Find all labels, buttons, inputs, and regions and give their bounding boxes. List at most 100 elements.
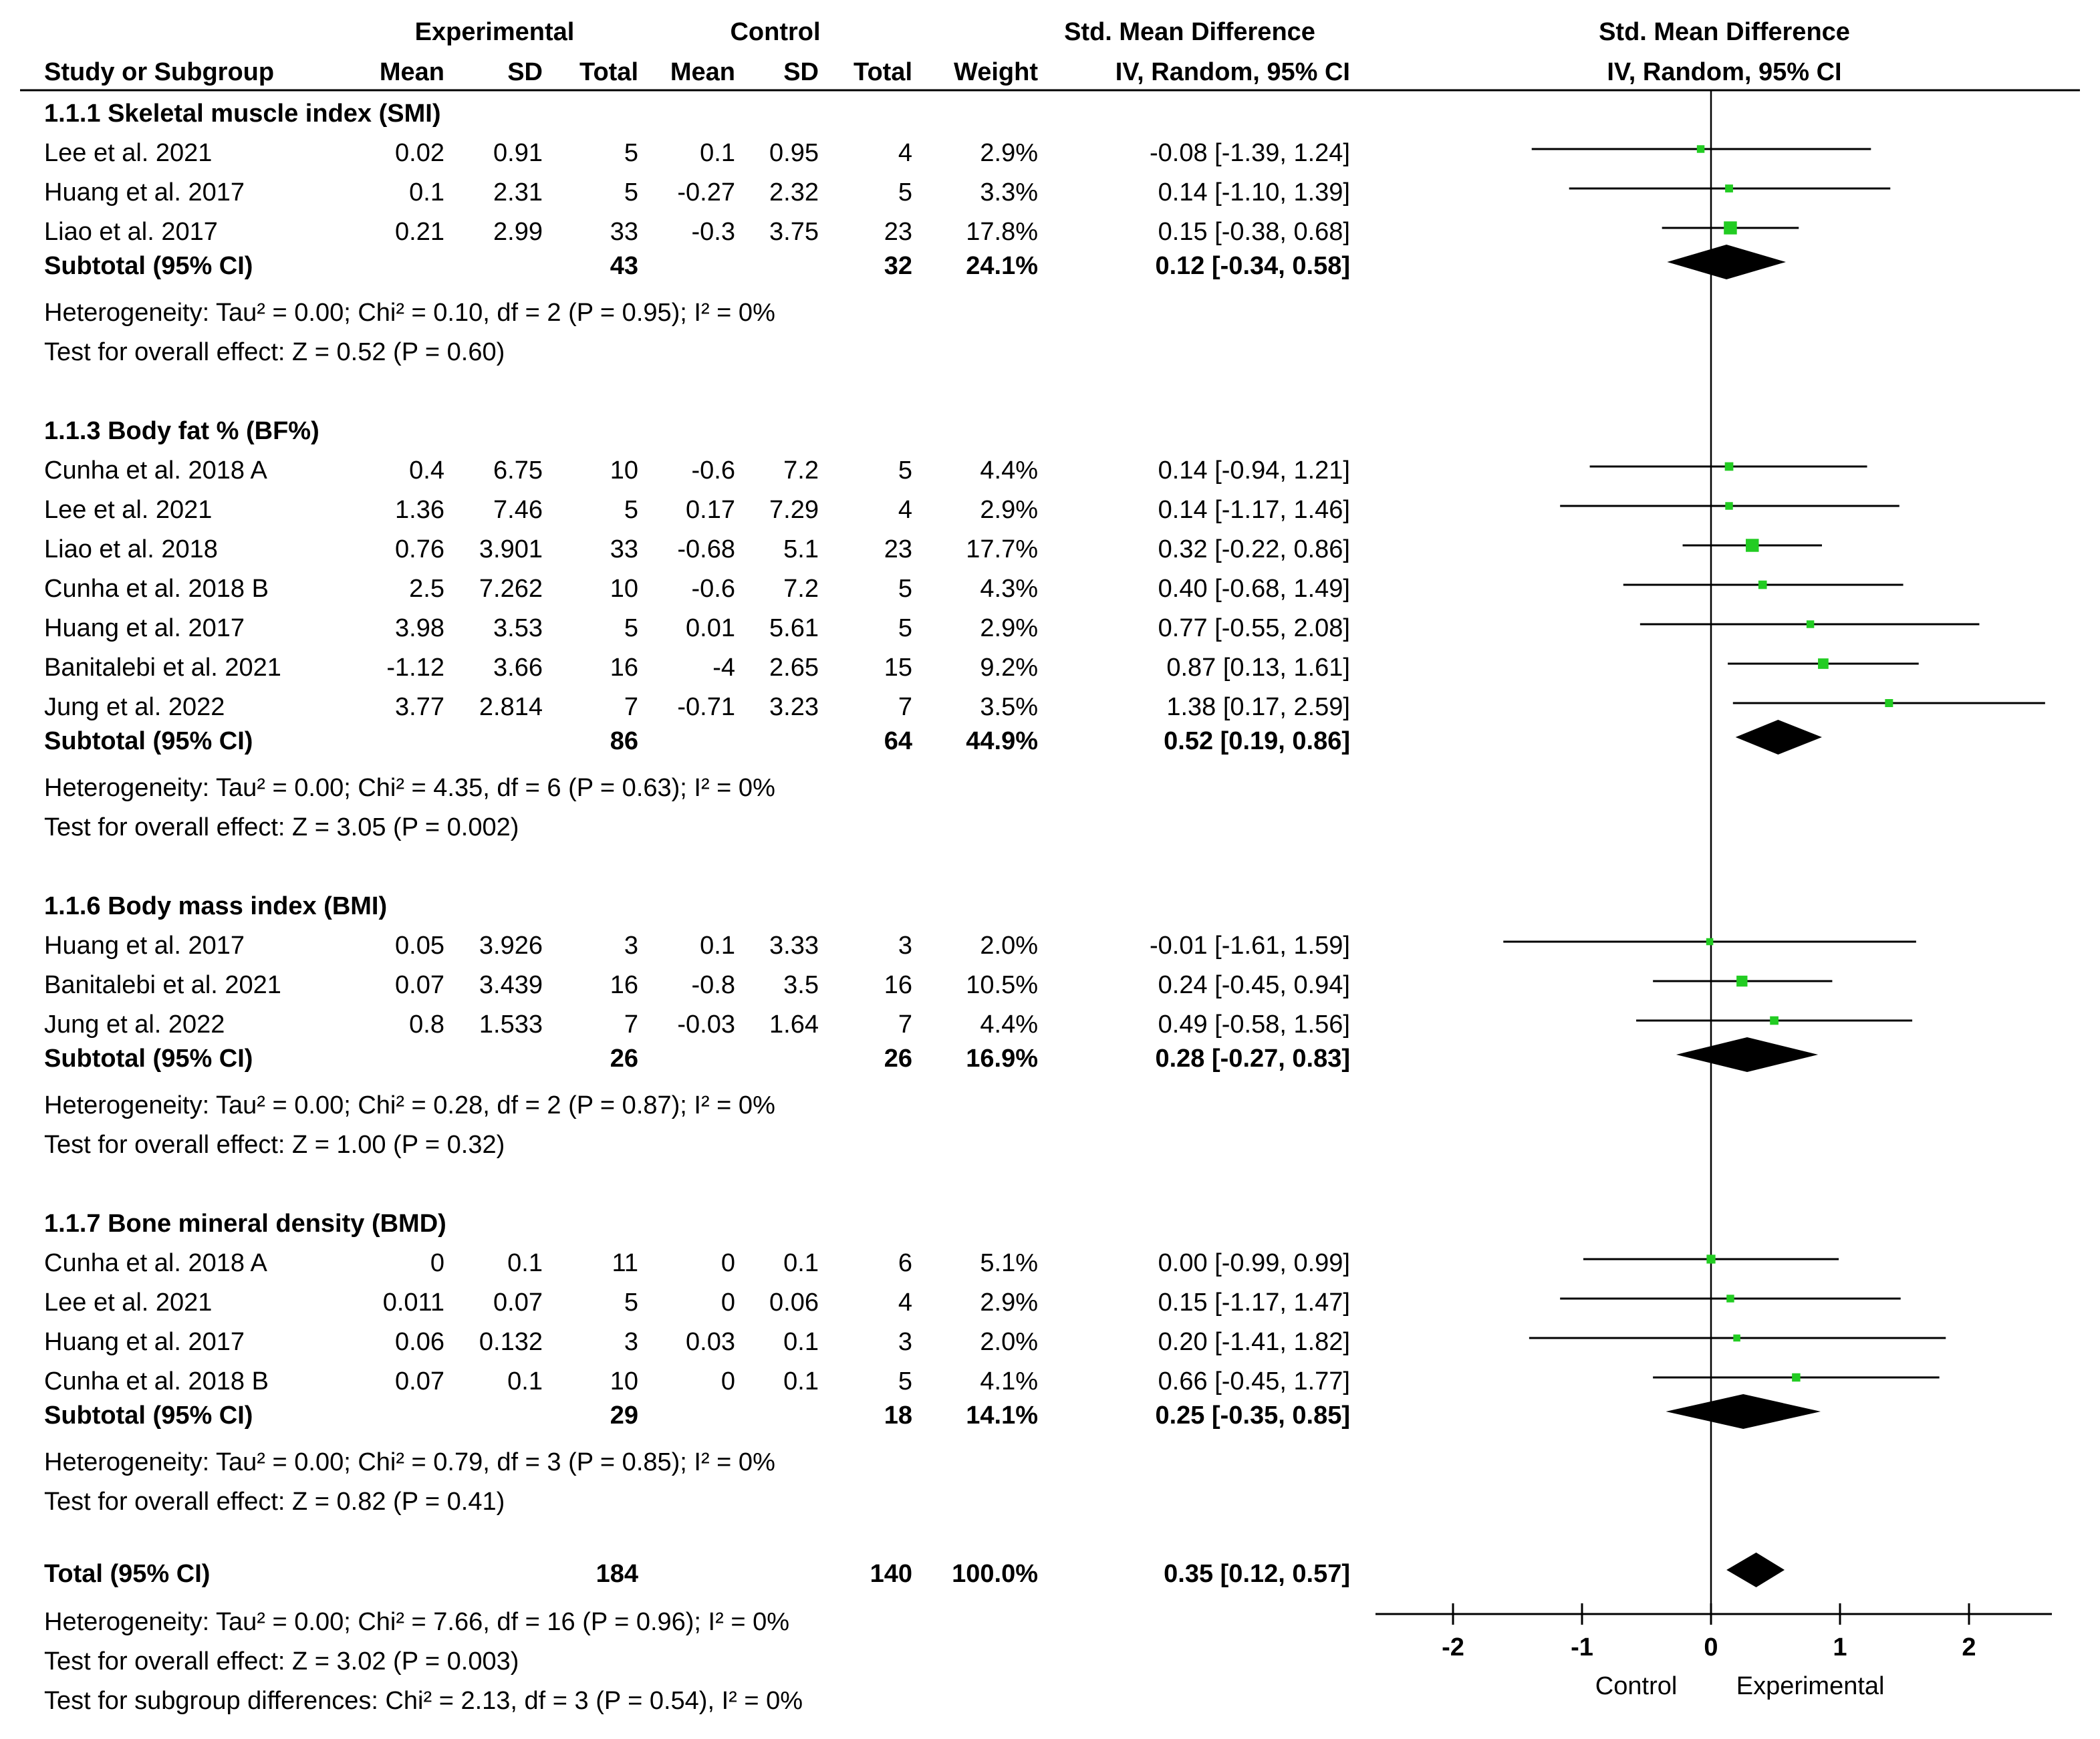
study-e-mean: 1.36 bbox=[395, 496, 444, 524]
study-ci: 0.14 [-1.10, 1.39] bbox=[1158, 178, 1350, 207]
total-heterogeneity: Heterogeneity: Tau² = 0.00; Chi² = 7.66,… bbox=[44, 1608, 789, 1636]
study-e-total: 11 bbox=[612, 1249, 638, 1277]
study-weight: 9.2% bbox=[980, 654, 1038, 682]
subtotal-diamond bbox=[1667, 245, 1786, 279]
study-e-total: 33 bbox=[610, 535, 638, 563]
study-name: Huang et al. 2017 bbox=[44, 614, 245, 642]
study-e-mean: 0 bbox=[430, 1249, 444, 1277]
subtotal-e-total: 43 bbox=[610, 252, 638, 280]
study-weight: 5.1% bbox=[980, 1249, 1038, 1277]
subtotal-label: Subtotal (95% CI) bbox=[44, 1401, 253, 1430]
study-e-sd: 0.1 bbox=[507, 1249, 543, 1277]
study-point bbox=[1746, 539, 1759, 552]
study-c-total: 23 bbox=[884, 218, 912, 246]
right-direction-label: Experimental bbox=[1736, 1672, 1885, 1700]
col-study: Study or Subgroup bbox=[44, 58, 275, 86]
col-weight: Weight bbox=[954, 58, 1038, 86]
study-c-sd: 3.33 bbox=[769, 932, 819, 960]
x-tick-label: -2 bbox=[1442, 1633, 1464, 1661]
study-c-mean: -0.68 bbox=[677, 535, 735, 563]
study-ci: 0.87 [0.13, 1.61] bbox=[1166, 654, 1350, 682]
study-point bbox=[1770, 1016, 1779, 1025]
study-point bbox=[1724, 221, 1737, 235]
x-tick-label: 2 bbox=[1962, 1633, 1976, 1661]
study-e-total: 10 bbox=[610, 1367, 638, 1395]
study-c-mean: -0.27 bbox=[677, 178, 735, 207]
study-c-sd: 0.06 bbox=[769, 1289, 819, 1317]
study-ci: 1.38 [0.17, 2.59] bbox=[1166, 693, 1350, 721]
study-point bbox=[1725, 502, 1733, 510]
study-ci: 0.20 [-1.41, 1.82] bbox=[1158, 1328, 1350, 1356]
study-weight: 2.9% bbox=[980, 139, 1038, 167]
study-point bbox=[1758, 580, 1767, 589]
study-e-total: 33 bbox=[610, 218, 638, 246]
heterogeneity-text: Heterogeneity: Tau² = 0.00; Chi² = 0.10,… bbox=[44, 299, 775, 327]
study-e-total: 3 bbox=[624, 1328, 638, 1356]
experimental-header: Experimental bbox=[414, 18, 575, 46]
total-label: Total (95% CI) bbox=[44, 1560, 211, 1588]
study-e-mean: -1.12 bbox=[386, 654, 444, 682]
study-weight: 2.0% bbox=[980, 1328, 1038, 1356]
study-c-total: 4 bbox=[898, 1289, 912, 1317]
study-ci: 0.24 [-0.45, 0.94] bbox=[1158, 971, 1350, 999]
study-e-mean: 0.8 bbox=[409, 1011, 444, 1039]
study-e-mean: 0.02 bbox=[395, 139, 444, 167]
study-e-mean: 0.06 bbox=[395, 1328, 444, 1356]
subgroup-title: 1.1.6 Body mass index (BMI) bbox=[44, 892, 388, 920]
total-c-total: 140 bbox=[870, 1560, 912, 1588]
heterogeneity-text: Heterogeneity: Tau² = 0.00; Chi² = 4.35,… bbox=[44, 774, 775, 802]
study-point bbox=[1696, 145, 1705, 153]
subtotal-label: Subtotal (95% CI) bbox=[44, 252, 253, 280]
col-c-total: Total bbox=[854, 58, 912, 86]
study-c-mean: 0.17 bbox=[686, 496, 735, 524]
study-ci: 0.66 [-0.45, 1.77] bbox=[1158, 1367, 1350, 1395]
study-e-mean: 3.77 bbox=[395, 693, 444, 721]
total-weight: 100.0% bbox=[952, 1560, 1038, 1588]
study-e-mean: 0.05 bbox=[395, 932, 444, 960]
subtotal-e-total: 86 bbox=[610, 727, 638, 755]
study-weight: 4.4% bbox=[980, 1011, 1038, 1039]
study-e-mean: 0.4 bbox=[409, 456, 444, 485]
study-e-sd: 2.31 bbox=[493, 178, 543, 207]
subgroup-differences: Test for subgroup differences: Chi² = 2.… bbox=[44, 1687, 803, 1715]
study-c-total: 6 bbox=[898, 1249, 912, 1277]
col-c-sd: SD bbox=[783, 58, 819, 86]
study-c-total: 3 bbox=[898, 1328, 912, 1356]
study-ci: -0.01 [-1.61, 1.59] bbox=[1150, 932, 1350, 960]
study-c-mean: 0.01 bbox=[686, 614, 735, 642]
plot-title: Std. Mean Difference bbox=[1599, 18, 1850, 46]
study-e-mean: 0.011 bbox=[382, 1289, 444, 1317]
col-c-mean: Mean bbox=[670, 58, 735, 86]
study-name: Jung et al. 2022 bbox=[44, 693, 225, 721]
study-point bbox=[1806, 620, 1815, 628]
col-e-mean: Mean bbox=[379, 58, 444, 86]
study-ci: 0.15 [-1.17, 1.47] bbox=[1158, 1289, 1350, 1317]
study-e-total: 16 bbox=[610, 654, 638, 682]
study-e-sd: 3.66 bbox=[493, 654, 543, 682]
overall-diamond bbox=[1726, 1553, 1785, 1587]
study-point bbox=[1885, 699, 1893, 707]
study-c-total: 5 bbox=[898, 614, 912, 642]
study-ci: 0.14 [-0.94, 1.21] bbox=[1158, 456, 1350, 485]
study-c-mean: 0 bbox=[720, 1249, 735, 1277]
study-c-total: 7 bbox=[898, 693, 912, 721]
study-weight: 10.5% bbox=[966, 971, 1038, 999]
subgroup-title: 1.1.3 Body fat % (BF%) bbox=[44, 417, 319, 445]
study-name: Cunha et al. 2018 A bbox=[44, 1249, 267, 1277]
study-name: Banitalebi et al. 2021 bbox=[44, 654, 281, 682]
study-e-sd: 0.91 bbox=[493, 139, 543, 167]
study-c-sd: 3.5 bbox=[783, 971, 819, 999]
study-ci: -0.08 [-1.39, 1.24] bbox=[1150, 139, 1350, 167]
subtotal-ci: 0.12 [-0.34, 0.58] bbox=[1155, 252, 1350, 280]
study-name: Cunha et al. 2018 A bbox=[44, 456, 267, 485]
study-name: Liao et al. 2017 bbox=[44, 218, 218, 246]
x-tick-label: 1 bbox=[1833, 1633, 1847, 1661]
study-e-sd: 3.53 bbox=[493, 614, 543, 642]
study-point bbox=[1724, 462, 1734, 471]
subtotal-ci: 0.52 [0.19, 0.86] bbox=[1164, 727, 1350, 755]
subtotal-c-total: 18 bbox=[884, 1401, 912, 1430]
subtotal-diamond bbox=[1666, 1394, 1821, 1429]
study-name: Cunha et al. 2018 B bbox=[44, 1367, 269, 1395]
study-c-sd: 0.1 bbox=[783, 1249, 819, 1277]
study-c-sd: 3.75 bbox=[769, 218, 819, 246]
